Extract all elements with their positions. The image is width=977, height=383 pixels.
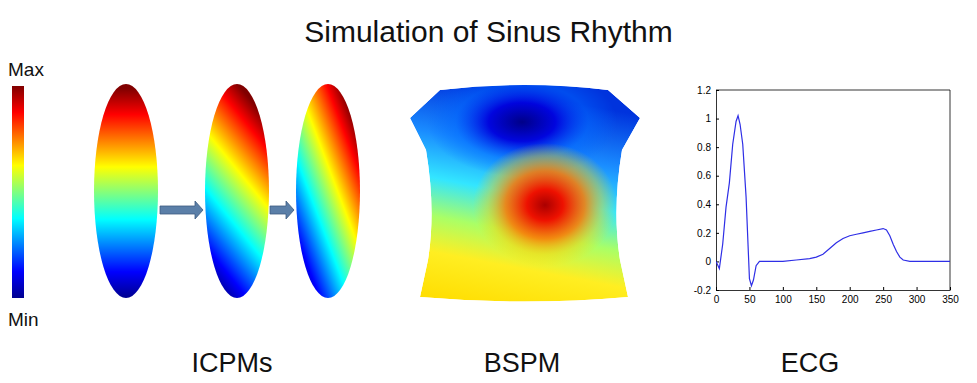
icpm-map <box>94 84 158 298</box>
tick-mark <box>816 287 817 290</box>
ecg-chart: 050100150200250300350-0.200.20.40.60.811… <box>694 85 960 305</box>
tick: 0.6 <box>697 170 719 181</box>
tick: 1.2 <box>697 85 719 96</box>
colorbar-max-label: Max <box>8 59 44 80</box>
tick-mark <box>716 90 719 91</box>
tick: 150 <box>808 287 825 305</box>
tick-mark <box>850 287 851 290</box>
axis-line <box>717 290 951 291</box>
tick-label: 0 <box>705 256 711 267</box>
tick-label: 0 <box>714 294 720 305</box>
axis-line <box>716 91 717 291</box>
tick: 0.4 <box>697 199 719 210</box>
tick-mark <box>716 119 719 120</box>
tick-mark <box>716 204 719 205</box>
panel-label: BSPM <box>484 348 561 378</box>
tick-mark <box>716 233 719 234</box>
tick-mark <box>950 287 951 290</box>
tick-mark <box>749 287 750 290</box>
panel-label: ECG <box>781 348 840 378</box>
tick-mark <box>716 176 719 177</box>
icpm-map <box>296 84 360 298</box>
bspm-map <box>410 67 640 302</box>
tick-mark <box>783 287 784 290</box>
ecg-line <box>716 116 950 286</box>
x-axis: 0 50 100 150 200 250 300 350 <box>714 287 960 305</box>
tick-label: -0.2 <box>694 285 712 296</box>
tick: 200 <box>842 287 859 305</box>
tick-label: 350 <box>942 294 959 305</box>
arrow <box>160 201 203 219</box>
tick: 0.2 <box>697 228 719 239</box>
tick: 0.8 <box>697 142 719 153</box>
tick: 50 <box>744 287 756 305</box>
tick-label: 200 <box>842 294 859 305</box>
tick-label: 50 <box>744 294 756 305</box>
tick-mark <box>883 287 884 290</box>
colorbar-min-label: Min <box>8 309 39 330</box>
tick: 250 <box>875 287 892 305</box>
tick-mark <box>716 290 719 291</box>
tick-mark <box>716 147 719 148</box>
tick-label: 150 <box>808 294 825 305</box>
tick-label: 250 <box>875 294 892 305</box>
y-axis: -0.2 0 0.2 0.4 0.6 0.8 1 1.2 <box>694 85 719 296</box>
plot-area <box>716 116 950 286</box>
tick: -0.2 <box>694 285 719 296</box>
tick-mark <box>917 287 918 290</box>
tick: 350 <box>942 287 959 305</box>
arrow <box>270 201 294 219</box>
tick-label: 0.6 <box>697 170 711 181</box>
tick-label: 0.8 <box>697 142 711 153</box>
tick-label: 0.4 <box>697 199 711 210</box>
bspm-maximum <box>473 143 617 267</box>
tick-label: 1.2 <box>697 85 711 96</box>
tick: 300 <box>909 287 926 305</box>
tick: 0 <box>705 256 719 267</box>
tick-label: 100 <box>775 294 792 305</box>
tick: 1 <box>705 113 719 124</box>
plot-frame <box>716 90 950 290</box>
tick: 100 <box>775 287 792 305</box>
title: Simulation of Sinus Rhythm <box>304 15 673 48</box>
tick-label: 0.2 <box>697 228 711 239</box>
colorbar <box>12 86 24 298</box>
icpm-map <box>205 84 269 298</box>
figure: Simulation of Sinus Rhythm Max Min ICPMs BSP… <box>0 0 977 383</box>
tick-label: 1 <box>705 113 711 124</box>
panel-label: ICPMs <box>192 348 273 378</box>
tick-label: 300 <box>909 294 926 305</box>
